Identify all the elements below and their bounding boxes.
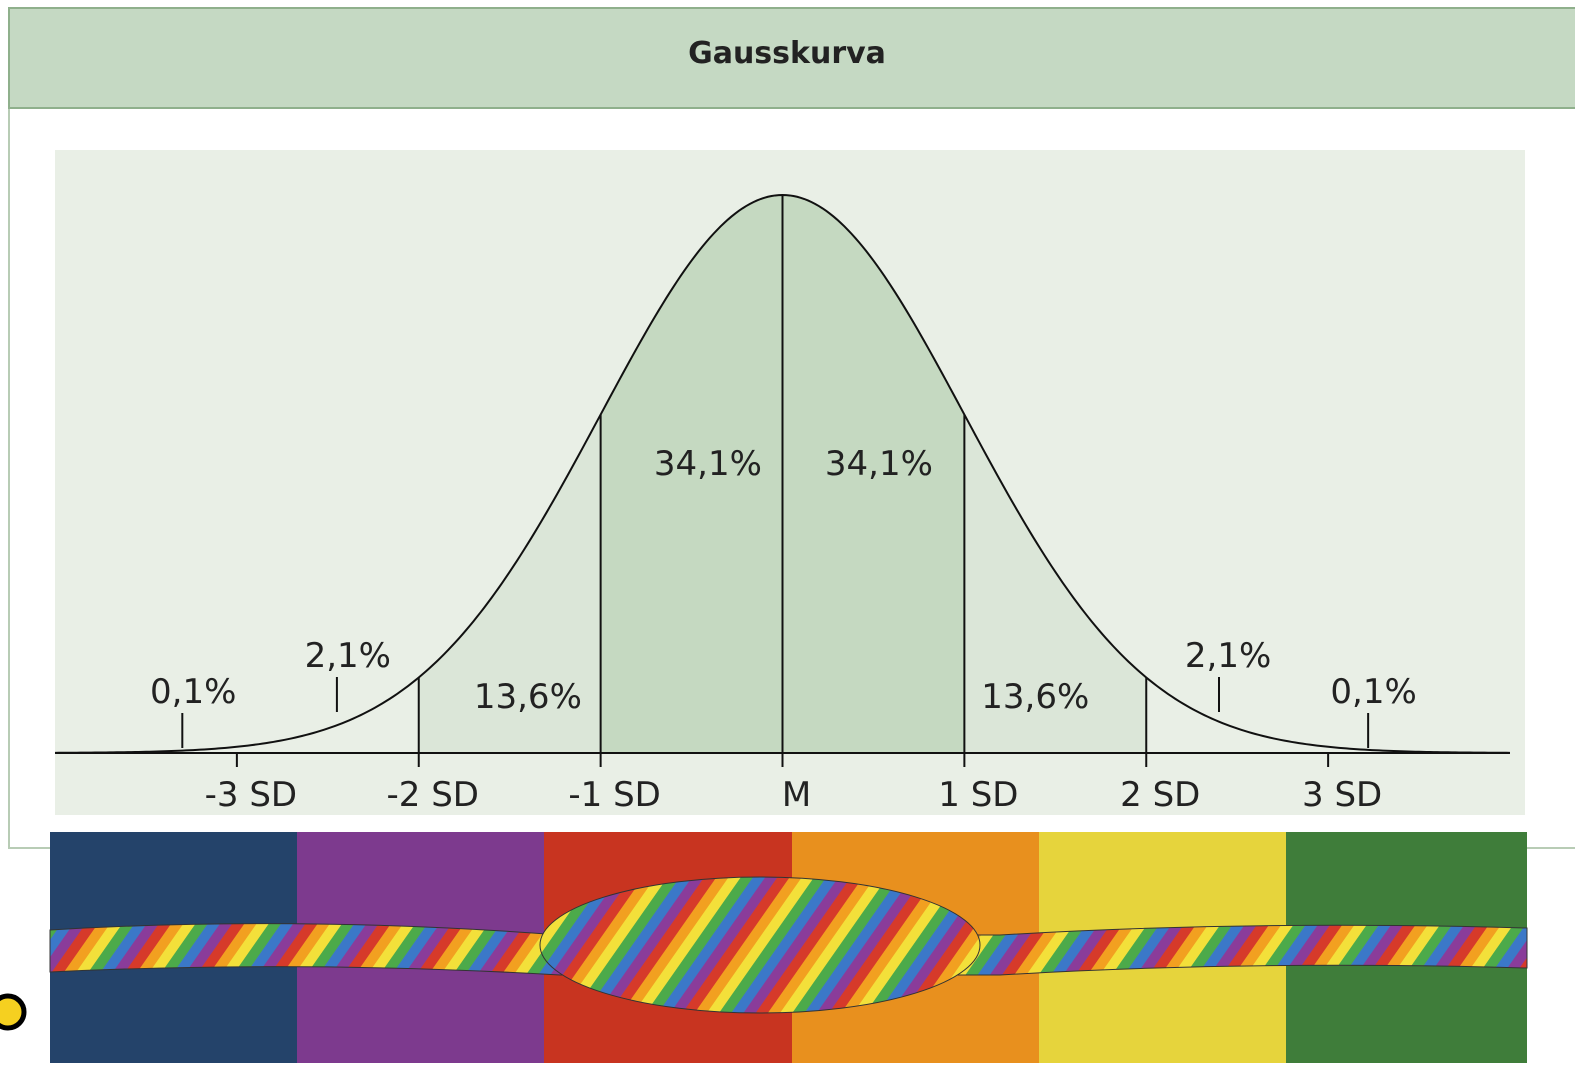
screen: Gausskurva -3 SD -2 SD -1 SD M 1 SD 2 SD 3 SD 0… — [0, 0, 1575, 1063]
x-tick-label: 3 SD — [1302, 775, 1382, 815]
percent-label: 0,1% — [1330, 672, 1416, 712]
icon — [0, 996, 24, 1028]
x-tick-label: -2 SD — [387, 775, 479, 815]
percent-label: 34,1% — [654, 444, 762, 484]
percent-label: 13,6% — [474, 677, 582, 717]
percent-label: 0,1% — [150, 672, 236, 712]
x-tick-label: 2 SD — [1120, 775, 1200, 815]
percent-label: 2,1% — [305, 636, 391, 676]
percent-label: 2,1% — [1185, 636, 1271, 676]
page: Gausskurva -3 SD -2 SD -1 SD M 1 SD 2 SD 3 SD 0… — [0, 0, 1575, 1063]
x-tick-label: -1 SD — [568, 775, 660, 815]
percent-label: 13,6% — [981, 677, 1089, 717]
x-tick-label: -3 SD — [205, 775, 297, 815]
percent-label: 34,1% — [825, 444, 933, 484]
panel-title: Gausskurva — [688, 36, 886, 71]
banner-image — [50, 832, 1527, 1063]
x-tick-label: 1 SD — [938, 775, 1018, 815]
x-tick-label: M — [782, 775, 811, 815]
